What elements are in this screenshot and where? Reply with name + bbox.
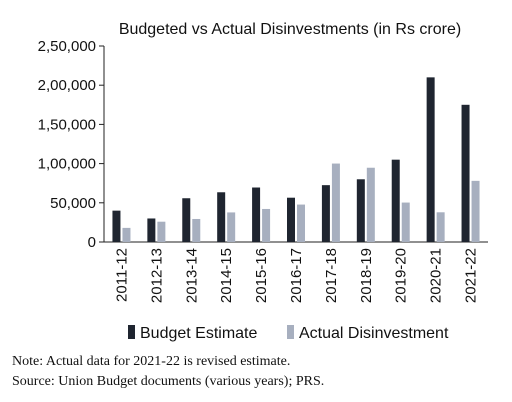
actual-bar-2012-13 xyxy=(157,221,166,242)
budget-bar-2021-22 xyxy=(461,104,470,242)
y-tick-label: 1,50,000 xyxy=(38,116,96,133)
budget-bar-2015-16 xyxy=(252,187,261,242)
note-text: Note: Actual data for 2021-22 is revised… xyxy=(12,354,291,369)
x-axis: 2011-12 2012-13 2013-14 2014-15 2015-16 2016-… xyxy=(104,241,488,303)
y-tick-label: 2,50,000 xyxy=(38,38,96,55)
legend-swatch xyxy=(128,325,135,339)
chart-notes: Note: Actual data for 2021-22 is revised… xyxy=(12,352,324,392)
legend-label: Budget Estimate xyxy=(140,325,258,342)
actual-bar-2011-12 xyxy=(122,227,131,242)
y-tick-label: 50,000 xyxy=(50,195,96,212)
budget-bar-2016-17 xyxy=(287,197,295,242)
budget-bar-2017-18 xyxy=(321,185,330,242)
source-text: Source: Union Budget documents (various … xyxy=(12,374,325,389)
actual-bar-2018-19 xyxy=(366,167,375,242)
actual-bar-2017-18 xyxy=(331,163,340,242)
actual-bar-2021-22 xyxy=(471,180,480,242)
x-tick-label: 2015-16 xyxy=(253,248,270,303)
y-tick-label: 2,00,000 xyxy=(38,77,96,94)
legend: Budget Estimate Actual Disinvestment xyxy=(128,325,449,342)
x-tick-label: 2018-19 xyxy=(358,248,375,303)
budget-bar-2018-19 xyxy=(356,179,365,242)
actual-bar-2016-17 xyxy=(297,204,305,242)
legend-label: Actual Disinvestment xyxy=(299,325,449,342)
y-tick-label: 1,00,000 xyxy=(38,156,96,173)
x-tick-label: 2014-15 xyxy=(218,248,235,303)
chart-title: Budgeted vs Actual Disinvestments (in Rs… xyxy=(119,21,461,38)
disinvestment-chart: Budgeted vs Actual Disinvestments (in Rs… xyxy=(38,21,488,342)
actual-bar-2020-21 xyxy=(436,212,445,242)
budget-bar-2013-14 xyxy=(182,198,191,242)
actual-bar-2014-15 xyxy=(227,212,236,242)
actual-bar-2013-14 xyxy=(192,218,201,242)
budget-bar-2019-20 xyxy=(391,159,400,242)
x-tick-label: 2013-14 xyxy=(183,248,200,303)
bars xyxy=(112,77,480,242)
x-tick-label: 2011-12 xyxy=(113,248,130,302)
legend-swatch xyxy=(287,325,294,339)
y-axis: 0 50,000 1,00,000 1,50,000 2,00,000 2,50,000 xyxy=(38,38,105,251)
x-tick-label: 2017-18 xyxy=(323,248,340,303)
x-tick-label: 2019-20 xyxy=(393,248,410,303)
budget-bar-2011-12 xyxy=(112,210,121,242)
actual-bar-2019-20 xyxy=(401,202,410,242)
x-tick-label: 2016-17 xyxy=(288,248,305,303)
y-tick-label: 0 xyxy=(88,234,96,251)
actual-bar-2015-16 xyxy=(262,208,271,242)
budget-bar-2014-15 xyxy=(217,192,226,242)
budget-bar-2020-21 xyxy=(426,77,435,242)
x-tick-label: 2020-21 xyxy=(428,248,445,303)
x-tick-label: 2021-22 xyxy=(463,248,480,303)
budget-bar-2012-13 xyxy=(147,218,156,242)
x-tick-label: 2012-13 xyxy=(148,248,165,303)
